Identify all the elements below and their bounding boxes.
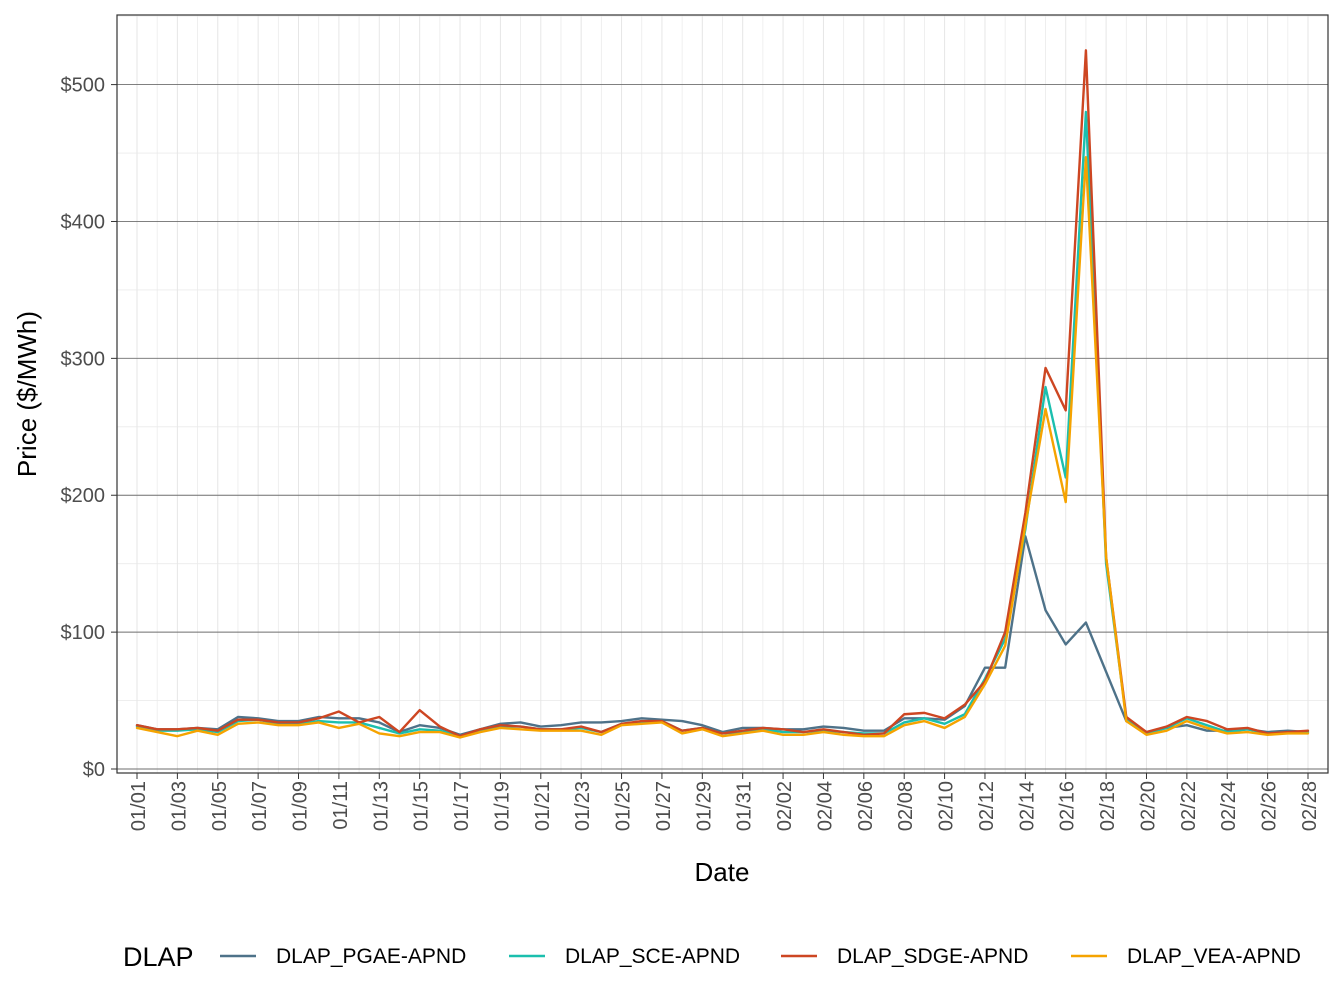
x-tick-label: 02/12 — [976, 781, 998, 831]
x-tick-label: 01/13 — [370, 781, 392, 831]
legend-label-dlap_vea-apnd: DLAP_VEA-APND — [1127, 945, 1301, 968]
x-tick-label: 02/24 — [1218, 781, 1240, 831]
y-tick-label: $300 — [61, 348, 106, 370]
x-tick-label: 02/04 — [814, 781, 836, 831]
x-axis: 01/01 01/03 01/05 01/07 01/09 01/11 01/13 01/15… — [128, 773, 1321, 831]
x-tick-label: 02/26 — [1259, 781, 1281, 831]
major-gridlines — [117, 15, 1328, 773]
y-tick-label: $200 — [61, 485, 106, 507]
y-axis-title: Price ($/MWh) — [12, 311, 42, 477]
x-tick-label: 01/01 — [128, 781, 150, 831]
x-tick-label: 02/28 — [1299, 781, 1321, 831]
minor-gridlines — [117, 15, 1328, 773]
y-tick-label: $500 — [61, 75, 106, 97]
x-tick-label: 02/22 — [1178, 781, 1200, 831]
x-tick-label: 02/20 — [1137, 781, 1159, 831]
y-tick-label: $400 — [61, 211, 106, 233]
x-tick-label: 01/05 — [209, 781, 231, 831]
x-tick-label: 01/17 — [451, 781, 473, 831]
y-axis: $0 $100 $200 $300 $400 $500 — [61, 75, 117, 781]
x-tick-label: 02/14 — [1016, 781, 1038, 831]
legend-label-dlap_sdge-apnd: DLAP_SDGE-APND — [837, 945, 1028, 968]
series-lines — [135, 49, 1310, 739]
x-tick-label: 02/06 — [855, 781, 877, 831]
legend-label-dlap_sce-apnd: DLAP_SCE-APND — [565, 945, 740, 968]
x-tick-label: 01/07 — [249, 781, 271, 831]
x-tick-label: 01/29 — [693, 781, 715, 831]
x-tick-label: 01/25 — [613, 781, 635, 831]
series-line-dlap_vea-apnd — [135, 155, 1310, 739]
y-tick-label: $100 — [61, 622, 106, 644]
x-tick-label: 02/02 — [774, 781, 796, 831]
x-tick-label: 02/08 — [895, 781, 917, 831]
x-tick-label: 01/31 — [734, 781, 756, 831]
x-axis-title: Date — [695, 857, 750, 887]
x-tick-label: 02/16 — [1057, 781, 1079, 831]
y-tick-label: $0 — [83, 759, 105, 781]
x-tick-label: 01/27 — [653, 781, 675, 831]
legend: DLAP DLAP_PGAE-APND DLAP_SCE-APND DLAP_SDG… — [123, 942, 1301, 972]
x-tick-label: 01/09 — [290, 781, 312, 831]
x-tick-label: 02/18 — [1097, 781, 1119, 831]
x-tick-label: 02/10 — [936, 781, 958, 831]
legend-label-dlap_pgae-apnd: DLAP_PGAE-APND — [276, 945, 466, 968]
x-tick-label: 01/19 — [491, 781, 513, 831]
x-tick-label: 01/11 — [330, 781, 352, 830]
x-tick-label: 01/23 — [572, 781, 594, 831]
x-tick-label: 01/03 — [168, 781, 190, 831]
series-line-dlap_pgae-apnd — [135, 535, 1310, 736]
x-tick-label: 01/21 — [532, 781, 554, 831]
plot-panel-border — [116, 14, 1329, 774]
x-tick-label: 01/15 — [411, 781, 433, 831]
legend-title: DLAP — [123, 942, 194, 972]
